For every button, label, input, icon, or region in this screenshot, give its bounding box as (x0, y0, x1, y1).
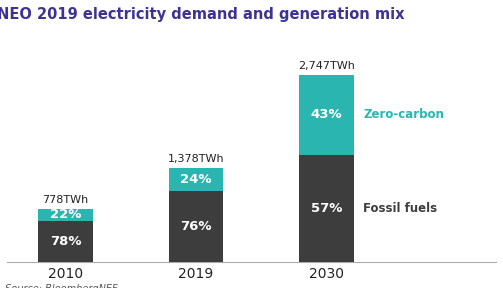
Text: 78%: 78% (50, 235, 81, 248)
Text: 24%: 24% (180, 173, 212, 186)
Bar (169, 168, 223, 191)
Bar (38, 209, 93, 221)
Text: NEO 2019 electricity demand and generation mix: NEO 2019 electricity demand and generati… (0, 7, 404, 22)
Bar (38, 221, 93, 262)
Text: 22%: 22% (50, 209, 81, 221)
Text: 76%: 76% (180, 220, 212, 233)
Text: 43%: 43% (311, 109, 343, 122)
Text: Source: BloombergNEF: Source: BloombergNEF (5, 284, 118, 288)
Text: 778TWh: 778TWh (43, 195, 89, 205)
Bar (169, 191, 223, 262)
Text: 1,378TWh: 1,378TWh (168, 154, 224, 164)
Text: Zero-carbon: Zero-carbon (363, 109, 444, 122)
Text: 57%: 57% (311, 202, 342, 215)
Text: 2,747TWh: 2,747TWh (298, 61, 355, 71)
Bar (299, 155, 354, 262)
Text: Fossil fuels: Fossil fuels (363, 202, 437, 215)
Bar (299, 75, 354, 155)
